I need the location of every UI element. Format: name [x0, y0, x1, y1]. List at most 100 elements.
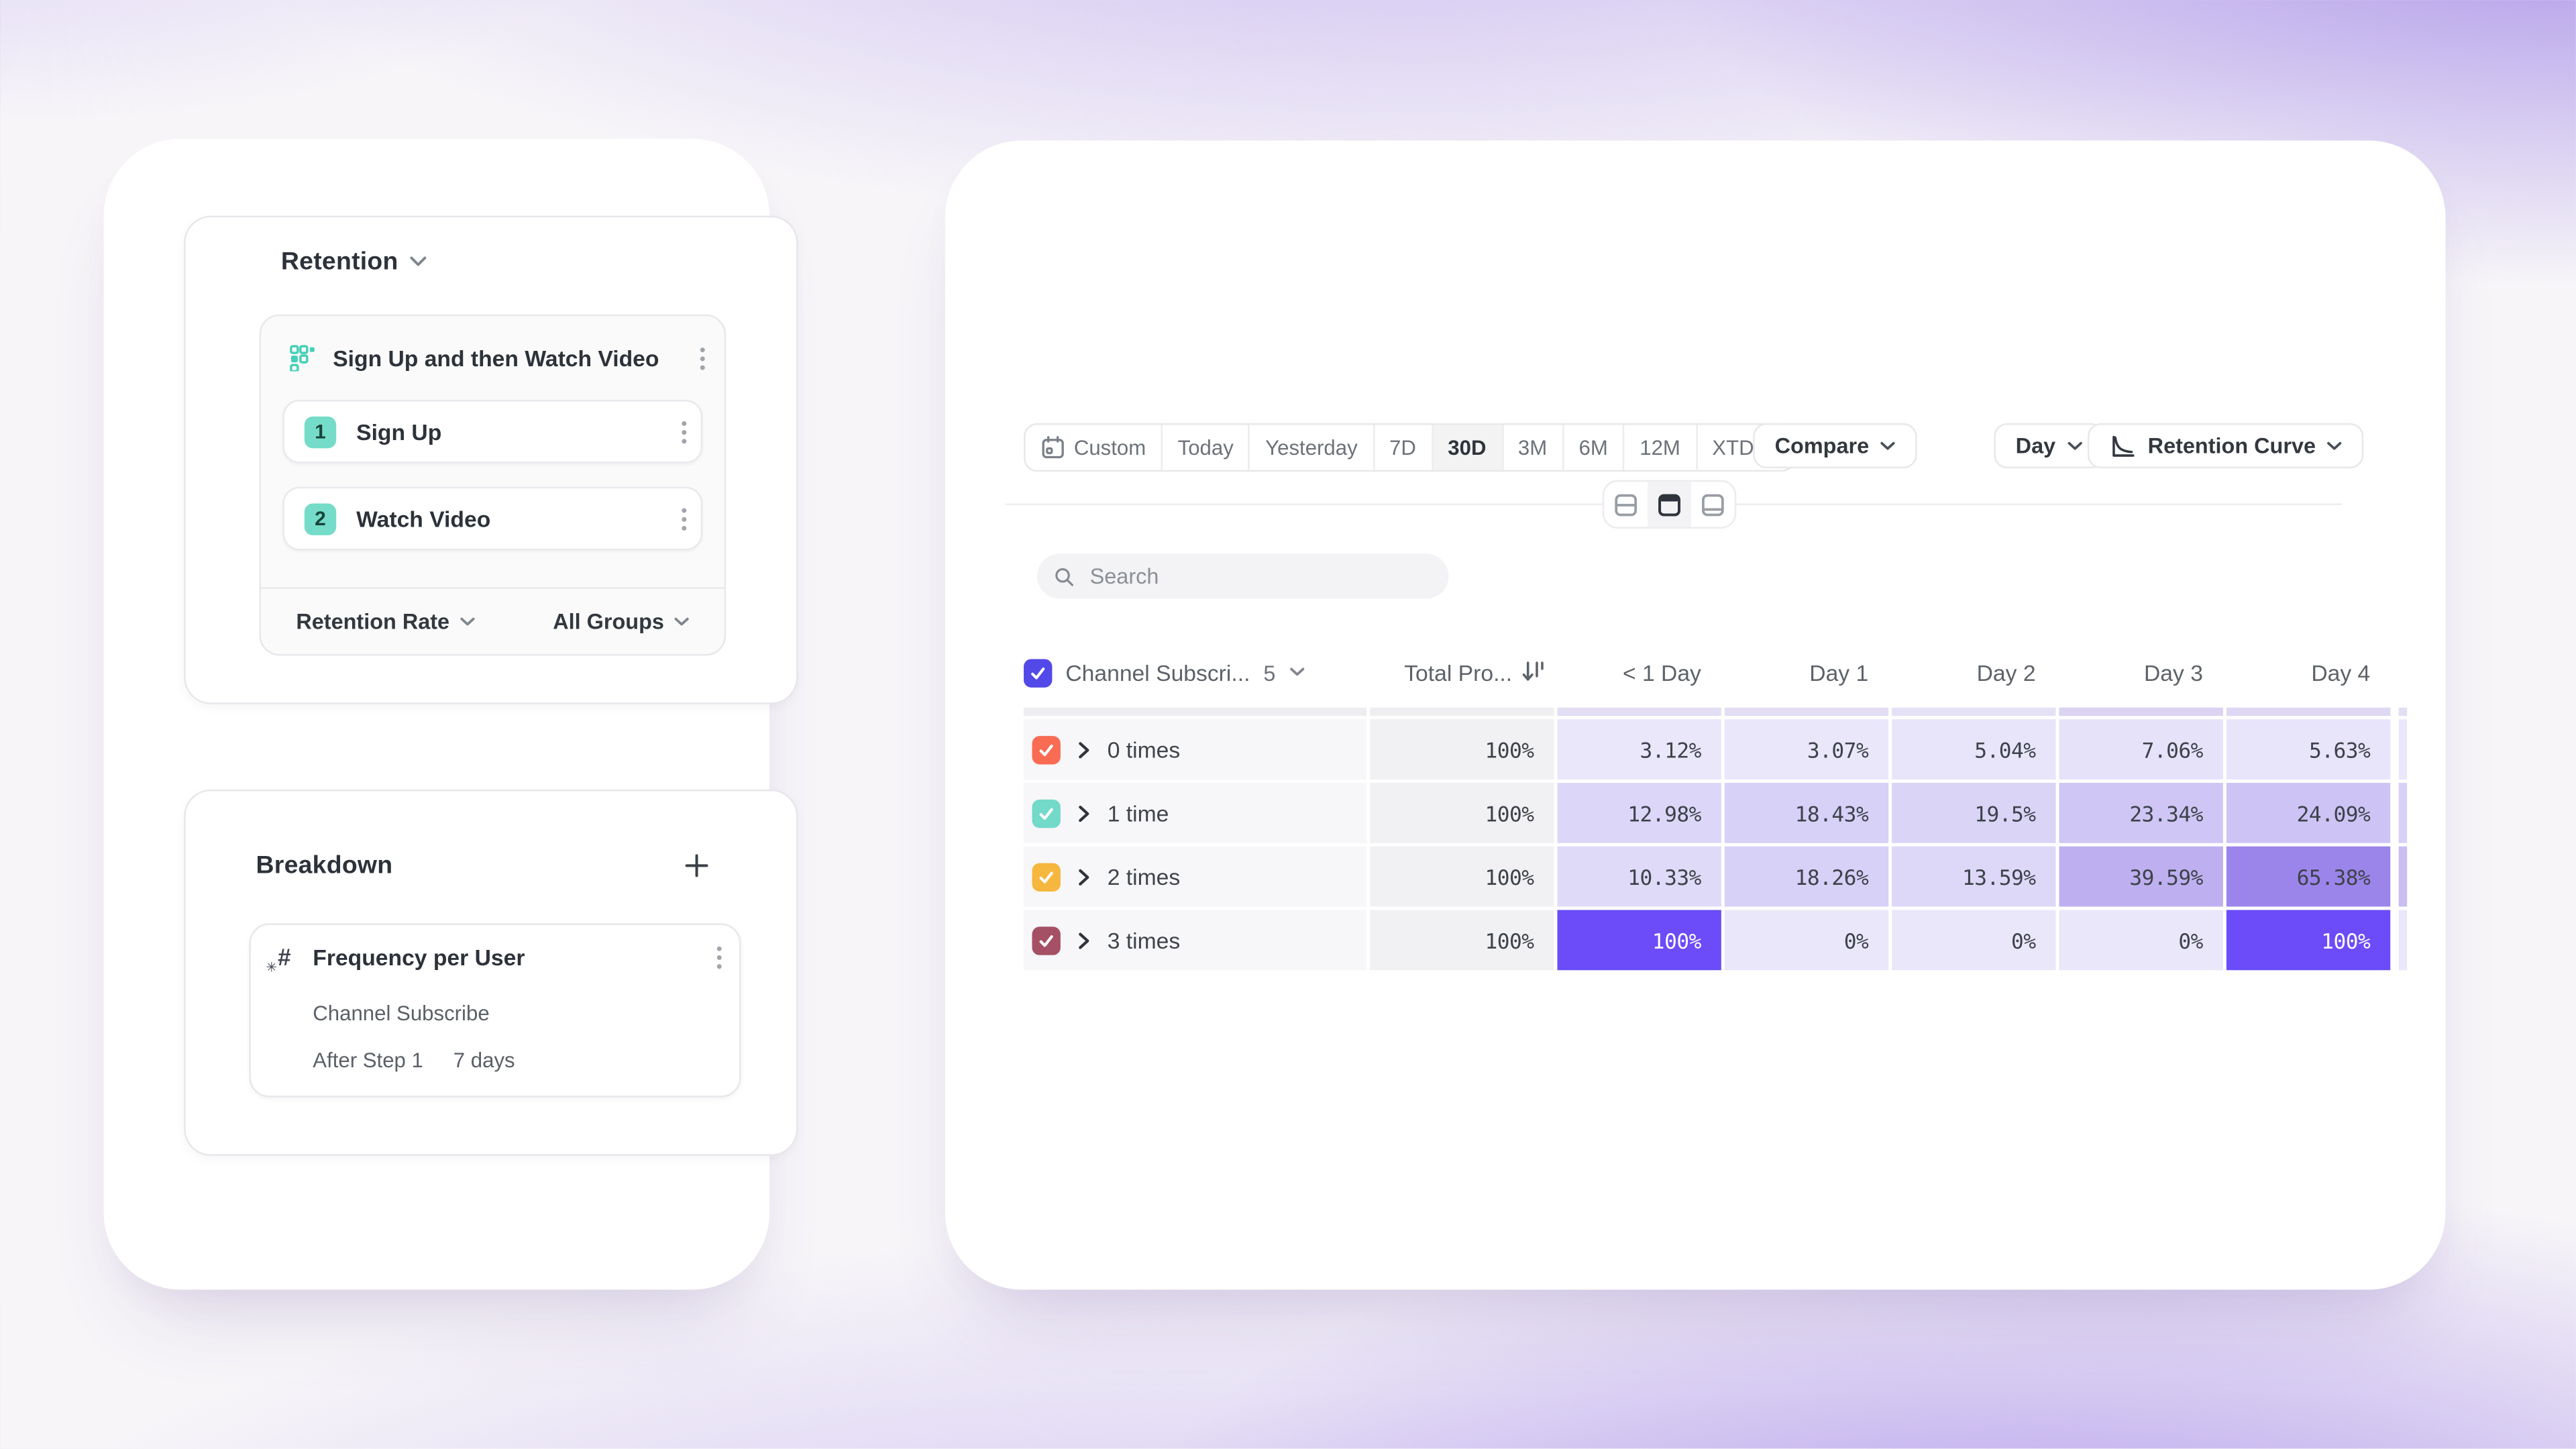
day-column-header[interactable]: < 1 Day [1622, 659, 1701, 686]
bottom-view-toggle[interactable] [1691, 482, 1735, 527]
retention-value-cell[interactable]: 13.59% [1892, 846, 2056, 907]
clipped-row-cell [1024, 707, 1367, 716]
row-checkbox[interactable] [1032, 926, 1061, 955]
retention-value-cell[interactable]: 3.12% [1557, 719, 1721, 780]
table-row-label-cell[interactable]: 0 times [1024, 719, 1367, 780]
search-box[interactable] [1036, 553, 1449, 599]
clipped-column-cell [2398, 782, 2408, 843]
table-row-label-cell[interactable]: 1 time [1024, 782, 1367, 843]
chart-type-button[interactable]: Retention Curve [2087, 423, 2365, 469]
total-cohort-cell[interactable]: 100% [1370, 846, 1554, 907]
day-column-header[interactable]: Day 4 [2311, 659, 2371, 686]
retention-value-cell[interactable]: 65.38% [2226, 846, 2391, 907]
date-range-today[interactable]: Today [1163, 425, 1250, 470]
row-checkbox[interactable] [1032, 862, 1061, 891]
check-icon [1039, 807, 1053, 819]
row-label: 2 times [1107, 863, 1181, 890]
date-range-label: 12M [1640, 435, 1680, 460]
table-view-toggle[interactable] [1648, 482, 1691, 527]
split-view-toggle[interactable] [1604, 482, 1648, 527]
chevron-down-icon [1881, 441, 1896, 449]
retention-value-cell[interactable]: 0% [1724, 910, 1889, 971]
row-checkbox[interactable] [1032, 798, 1061, 828]
retention-value-cell[interactable]: 12.98% [1557, 782, 1721, 843]
date-range-12m[interactable]: 12M [1625, 425, 1697, 470]
retention-value-cell[interactable]: 39.59% [2059, 846, 2223, 907]
retention-value-cell[interactable]: 5.63% [2226, 719, 2391, 780]
day-column-header[interactable]: Day 1 [1809, 659, 1869, 686]
granularity-button[interactable]: Day [1994, 423, 2104, 469]
date-range-30d[interactable]: 30D [1432, 425, 1503, 470]
retention-rate-dropdown[interactable]: Retention Rate [296, 609, 474, 634]
retention-curve-icon [2112, 435, 2135, 456]
kebab-menu-icon[interactable] [681, 419, 688, 444]
step-row-1[interactable]: 1 Sign Up [282, 399, 703, 464]
clipped-row-cell [2059, 707, 2223, 716]
date-range-label: 7D [1389, 435, 1416, 460]
clipped-row-cell [1724, 707, 1889, 716]
retention-value-cell[interactable]: 23.34% [2059, 782, 2223, 843]
retention-value-cell[interactable]: 100% [1557, 910, 1721, 971]
step-row-2[interactable]: 2 Watch Video [282, 486, 703, 551]
retention-value-cell[interactable]: 10.33% [1557, 846, 1721, 907]
retention-value-cell[interactable]: 100% [2226, 910, 2391, 971]
retention-value-cell[interactable]: 0% [2059, 910, 2223, 971]
select-all-checkbox[interactable] [1024, 658, 1053, 687]
kebab-menu-icon[interactable] [699, 345, 706, 370]
kebab-menu-icon[interactable] [716, 945, 722, 969]
step-number-badge: 2 [304, 502, 337, 535]
total-cohort-cell[interactable]: 100% [1370, 782, 1554, 843]
clipped-column-cell [2398, 910, 2408, 971]
total-cohort-cell[interactable]: 100% [1370, 719, 1554, 780]
retention-value-cell[interactable]: 3.07% [1724, 719, 1889, 780]
row-checkbox[interactable] [1032, 735, 1061, 764]
retention-value-cell[interactable]: 7.06% [2059, 719, 2223, 780]
chevron-right-icon[interactable] [1077, 867, 1091, 885]
step-number-badge: 1 [304, 415, 337, 448]
retention-value-cell[interactable]: 18.26% [1724, 846, 1889, 907]
table-row-label-cell[interactable]: 2 times [1024, 846, 1367, 907]
compare-button[interactable]: Compare [1753, 423, 1918, 469]
day-column-header[interactable]: Day 2 [1976, 659, 2036, 686]
add-breakdown-button[interactable] [684, 853, 709, 878]
chevron-down-icon [674, 616, 689, 625]
retention-value-cell[interactable]: 5.04% [1892, 719, 2056, 780]
check-icon [1039, 934, 1053, 947]
date-range-label: 6M [1578, 435, 1608, 460]
chevron-down-icon[interactable] [1289, 667, 1304, 678]
breakdown-column-header[interactable]: Channel Subscri... [1065, 659, 1250, 686]
breakdown-property-card[interactable]: # ✳ Frequency per User Channel Subscribe … [249, 923, 741, 1097]
clipped-row-cell [1557, 707, 1721, 716]
chevron-right-icon[interactable] [1077, 804, 1091, 822]
frequency-hash-icon: # ✳ [266, 943, 291, 975]
retention-title-dropdown[interactable]: Retention [281, 248, 427, 276]
clipped-column-cell [2398, 707, 2408, 716]
date-range-yesterday[interactable]: Yesterday [1250, 425, 1375, 470]
calendar-icon [1042, 435, 1064, 459]
query-header[interactable]: Sign Up and then Watch Video [261, 316, 724, 400]
date-range-custom[interactable]: Custom [1026, 425, 1163, 470]
row-label: 3 times [1107, 927, 1181, 953]
chevron-right-icon[interactable] [1077, 740, 1091, 758]
all-groups-dropdown[interactable]: All Groups [553, 609, 689, 634]
table-row-label-cell[interactable]: 3 times [1024, 910, 1367, 971]
breakdown-after-step-label[interactable]: After Step 1 [313, 1049, 423, 1073]
kebab-menu-icon[interactable] [681, 506, 688, 531]
total-cohort-cell[interactable]: 100% [1370, 910, 1554, 971]
search-input[interactable] [1086, 561, 1432, 591]
retention-value-cell[interactable]: 19.5% [1892, 782, 2056, 843]
retention-value-cell[interactable]: 0% [1892, 910, 2056, 971]
retention-value-cell[interactable]: 24.09% [2226, 782, 2391, 843]
total-column-header[interactable]: Total Pro... [1370, 659, 1554, 686]
retention-value-cell[interactable]: 18.43% [1724, 782, 1889, 843]
table-body: 0 times 100% 3.12% 3.07% 5.04% 7.06% 5.63% 1 ti… [1024, 719, 2406, 971]
day-column-header[interactable]: Day 3 [2143, 659, 2203, 686]
retention-title: Retention [280, 248, 398, 276]
date-range-3m[interactable]: 3M [1503, 425, 1564, 470]
chevron-down-icon [2068, 441, 2082, 449]
breakdown-window-label[interactable]: 7 days [453, 1049, 515, 1073]
date-range-7d[interactable]: 7D [1375, 425, 1433, 470]
chevron-right-icon[interactable] [1077, 931, 1091, 949]
date-range-6m[interactable]: 6M [1564, 425, 1625, 470]
